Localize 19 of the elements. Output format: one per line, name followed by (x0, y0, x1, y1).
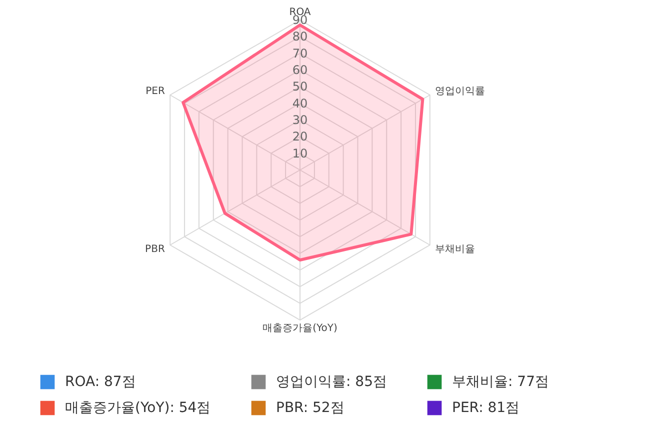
text: PBR: 52점 (276, 400, 344, 416)
y-tick-label: 60 (292, 63, 308, 77)
text: 영업이익률: 85점 (276, 374, 387, 390)
spoke-label: 부채비율 (435, 244, 476, 255)
y-tick-label: 10 (292, 146, 308, 160)
spoke-label: PBR (145, 244, 165, 255)
y-tick-label: 40 (292, 96, 308, 110)
text: PER: 81점 (452, 400, 520, 416)
y-tick-label: 50 (292, 80, 308, 94)
spoke-label: PER (146, 86, 165, 97)
y-tick-label: 70 (292, 46, 308, 60)
text: ROA: 87점 (65, 374, 136, 390)
y-tick-label: 20 (292, 130, 308, 144)
text: 매출증가율(YoY): 54점 (65, 400, 211, 416)
y-tick-label: 30 (292, 113, 308, 127)
spoke-label: 매출증가율(YoY) (262, 323, 338, 334)
text: 부채비율: 77점 (452, 374, 549, 390)
spoke-label: 영업이익률 (435, 86, 486, 97)
y-tick-label: 80 (292, 30, 308, 44)
